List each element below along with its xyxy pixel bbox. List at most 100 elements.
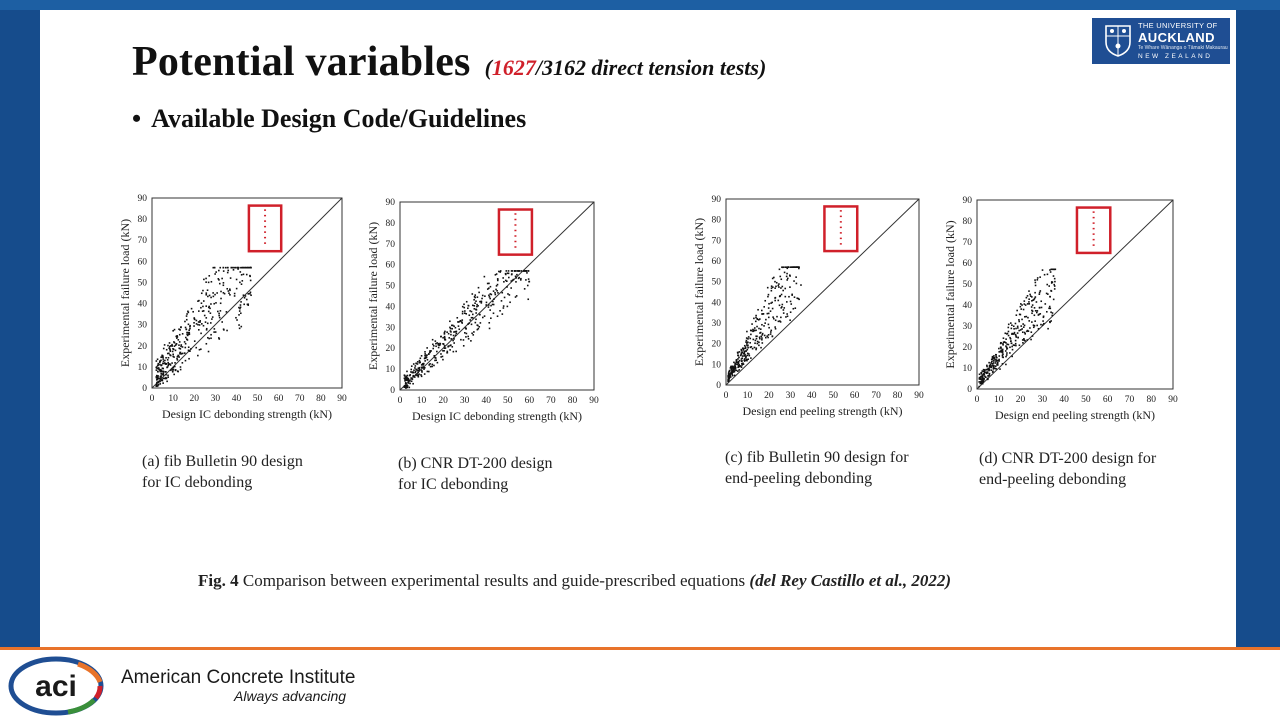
data-point — [743, 359, 746, 362]
x-tick-label: 70 — [871, 391, 881, 401]
data-point — [1020, 308, 1023, 310]
data-point — [172, 366, 175, 369]
data-point — [162, 372, 165, 375]
data-point — [1028, 298, 1030, 301]
data-point — [207, 350, 210, 353]
data-point — [426, 358, 429, 361]
data-point — [508, 276, 510, 279]
data-point — [423, 366, 426, 369]
data-point — [225, 311, 228, 313]
data-point — [1026, 339, 1029, 341]
data-point — [740, 349, 743, 352]
data-point — [195, 319, 198, 322]
data-point — [778, 286, 780, 288]
data-point — [171, 350, 174, 353]
data-point — [238, 306, 240, 309]
data-point — [247, 293, 250, 295]
data-point — [1034, 296, 1037, 298]
data-point — [192, 310, 194, 313]
data-point — [1026, 295, 1029, 297]
data-point — [995, 360, 997, 363]
data-point — [226, 329, 228, 332]
data-point — [1031, 296, 1033, 298]
data-point — [447, 332, 450, 335]
data-point — [786, 315, 789, 318]
data-point — [218, 269, 220, 272]
data-point — [478, 325, 481, 328]
data-point — [991, 371, 994, 373]
data-point — [162, 367, 165, 370]
data-point — [752, 328, 754, 331]
data-point — [453, 325, 455, 328]
x-tick-label: 30 — [786, 391, 796, 401]
data-point — [983, 371, 986, 374]
data-point — [1023, 324, 1026, 327]
data-point — [754, 342, 756, 345]
footer-divider — [0, 647, 1280, 650]
data-point — [204, 321, 207, 323]
data-point — [1015, 335, 1017, 337]
data-point — [504, 279, 507, 282]
data-point — [229, 288, 231, 291]
data-point — [239, 312, 242, 315]
data-point — [239, 306, 242, 309]
data-point — [1030, 331, 1033, 333]
data-point — [988, 369, 990, 372]
data-point — [1002, 341, 1005, 344]
data-point — [155, 379, 158, 381]
reference-line — [399, 201, 595, 391]
data-point — [171, 362, 173, 364]
data-point — [159, 360, 161, 362]
data-point — [734, 365, 736, 368]
data-point — [1017, 336, 1019, 339]
data-point — [180, 345, 182, 348]
data-point — [222, 291, 225, 294]
data-point — [184, 342, 187, 345]
data-point — [763, 334, 766, 337]
x-tick-label: 10 — [743, 391, 753, 401]
data-point — [164, 371, 167, 373]
data-point — [226, 287, 229, 290]
data-point — [1009, 352, 1011, 354]
data-point — [403, 377, 406, 380]
data-point — [493, 298, 495, 300]
data-point — [455, 350, 457, 353]
data-point — [1011, 355, 1013, 358]
data-point — [476, 324, 479, 326]
data-point — [1000, 341, 1002, 344]
data-point — [169, 350, 172, 352]
data-point — [745, 358, 748, 361]
data-point — [1013, 332, 1015, 335]
data-point — [418, 359, 421, 362]
data-point — [981, 376, 984, 379]
data-point — [745, 350, 747, 352]
data-point — [497, 292, 499, 294]
data-point — [167, 344, 169, 347]
scatter-chart-c: 0 10 20 30 40 50 60 70 80 90 0 10 20 30 40 50 60 70 80 90 De… — [692, 195, 924, 418]
data-point — [732, 371, 735, 373]
data-point — [758, 341, 760, 344]
y-tick-label: 0 — [390, 386, 395, 396]
data-point — [1048, 305, 1051, 308]
data-point — [746, 352, 749, 355]
data-point — [764, 322, 766, 324]
data-point — [1035, 301, 1038, 303]
data-point — [744, 346, 747, 348]
data-point — [179, 351, 182, 354]
data-point — [442, 358, 444, 361]
data-point — [218, 316, 221, 319]
university-logo: THE UNIVERSITY OF AUCKLAND Te Whare Wāna… — [1092, 18, 1230, 64]
data-point — [774, 280, 776, 283]
data-point — [1045, 292, 1048, 295]
data-point — [730, 368, 733, 371]
data-point — [483, 275, 486, 278]
data-point — [178, 344, 180, 346]
data-point — [471, 313, 474, 316]
data-point — [733, 361, 735, 364]
data-point — [197, 354, 199, 357]
data-point — [240, 301, 242, 303]
data-point — [452, 339, 454, 342]
data-point — [767, 323, 770, 326]
data-point — [410, 377, 412, 379]
data-point — [747, 358, 750, 361]
